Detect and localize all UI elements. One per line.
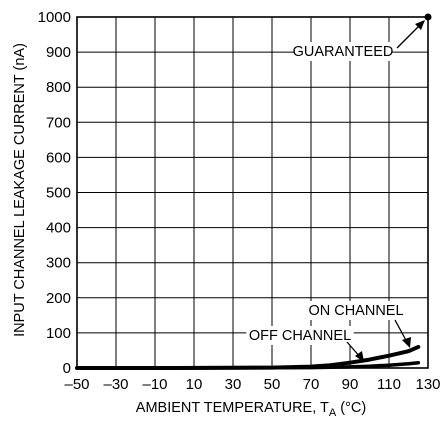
y-tick-label: 300 [46, 255, 71, 272]
x-tick-label: –50 [64, 376, 89, 393]
x-tick-label: 130 [415, 376, 440, 393]
off-channel-arrowhead [355, 351, 364, 362]
y-tick-label: 1000 [38, 9, 71, 26]
guaranteed-label-bg [294, 42, 392, 61]
x-tick-label: 10 [186, 376, 203, 393]
off-channel-label: OFF CHANNEL [249, 328, 351, 344]
x-tick-label: 110 [377, 376, 401, 393]
on-channel-arrowhead [402, 337, 411, 348]
x-tick-label: –30 [103, 376, 128, 393]
on-channel-label-bg [307, 301, 405, 320]
x-tick-label: –10 [142, 376, 167, 393]
y-tick-label: 200 [46, 290, 71, 307]
annotations: GUARANTEED ON CHANNEL OFF CHANNEL [246, 13, 432, 362]
y-tick-label: 400 [46, 220, 71, 237]
y-tick-label: 800 [46, 79, 71, 96]
y-tick-label: 700 [46, 114, 71, 131]
x-tick-label: 30 [225, 376, 242, 393]
on-channel-label: ON CHANNEL [308, 303, 403, 319]
guaranteed-arrowhead [415, 20, 425, 30]
y-tick-label: 900 [46, 44, 71, 61]
x-tick-label: 90 [342, 376, 359, 393]
guaranteed-label: GUARANTEED [293, 44, 394, 60]
y-tick-label: 500 [46, 185, 71, 202]
x-axis-title: AMBIENT TEMPERATURE, TA (°C) [136, 400, 366, 419]
data-curves [75, 344, 421, 370]
tick-labels: –50 –30 –10 10 30 50 70 90 110 130 0 100 200 300 400 50… [38, 9, 440, 393]
y-axis-title: INPUT CHANNEL LEAKAGE CURRENT (nA) [12, 43, 28, 337]
x-tick-label: 70 [303, 376, 320, 393]
x-tick-label: 50 [264, 376, 281, 393]
y-tick-label: 100 [46, 325, 71, 342]
off-channel-label-bg [246, 326, 354, 345]
y-tick-label: 0 [63, 360, 71, 377]
y-tick-label: 600 [46, 149, 71, 166]
plot-frame [76, 16, 429, 369]
